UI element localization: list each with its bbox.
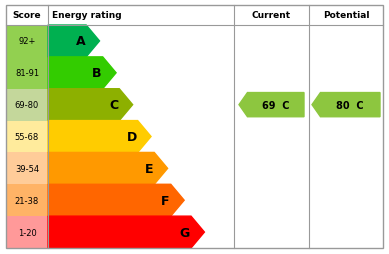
Text: D: D [126, 131, 137, 144]
Text: Energy rating: Energy rating [52, 11, 122, 20]
Bar [6, 153, 48, 185]
Text: 80  C: 80 C [336, 100, 364, 110]
Polygon shape [48, 121, 151, 153]
Text: C: C [109, 99, 118, 112]
Text: 1-20: 1-20 [18, 228, 37, 237]
Bar [6, 89, 48, 121]
Polygon shape [239, 93, 304, 117]
Polygon shape [48, 185, 184, 216]
Polygon shape [48, 58, 116, 89]
Text: E: E [145, 162, 153, 175]
Bar [6, 185, 48, 216]
Polygon shape [48, 153, 168, 185]
Text: Potential: Potential [323, 11, 369, 20]
Text: G: G [180, 226, 190, 239]
Polygon shape [48, 89, 133, 121]
Text: 21-38: 21-38 [15, 196, 39, 205]
Text: Score: Score [13, 11, 41, 20]
Text: 92+: 92+ [18, 37, 36, 46]
Polygon shape [48, 26, 100, 58]
Text: 69-80: 69-80 [15, 101, 39, 110]
Text: 69  C: 69 C [262, 100, 289, 110]
Text: A: A [75, 35, 85, 48]
Polygon shape [48, 216, 204, 248]
Text: 55-68: 55-68 [15, 133, 39, 141]
Bar [6, 58, 48, 89]
Bar [6, 121, 48, 153]
Text: 81-91: 81-91 [15, 69, 39, 78]
Bar [6, 26, 48, 58]
Text: 39-54: 39-54 [15, 164, 39, 173]
Polygon shape [312, 93, 380, 117]
Text: F: F [161, 194, 170, 207]
Bar [6, 216, 48, 248]
Text: B: B [92, 67, 102, 80]
Text: Current: Current [252, 11, 291, 20]
